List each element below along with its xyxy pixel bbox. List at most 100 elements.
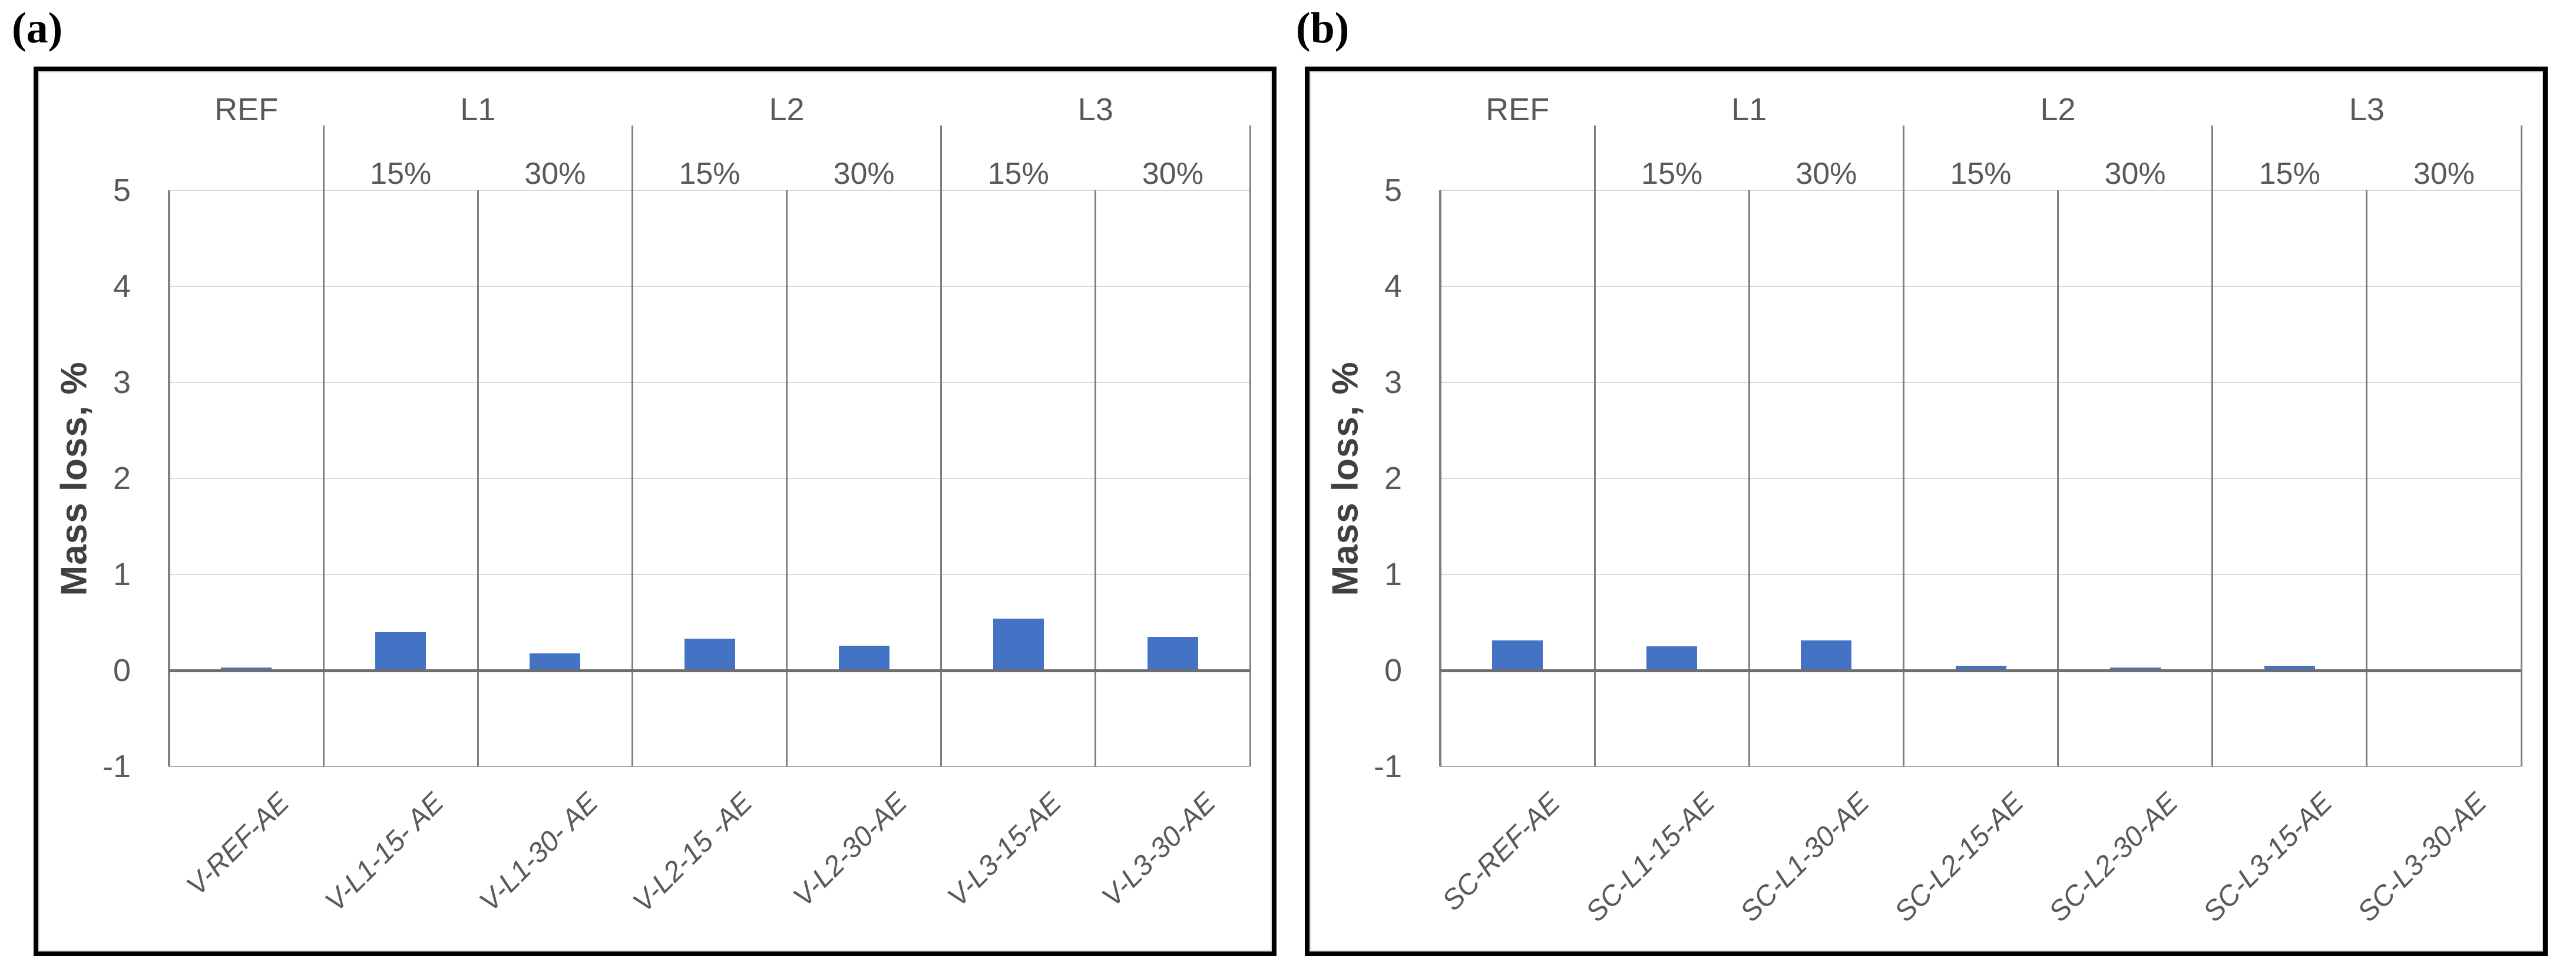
bar xyxy=(2264,666,2315,670)
y-axis-title: Mass loss, % xyxy=(54,361,95,596)
group-divider xyxy=(1902,125,1904,767)
y-tick-label: 0 xyxy=(113,653,131,688)
subgroup-percent-label: 15% xyxy=(1950,157,2012,191)
gridline xyxy=(1440,286,2521,287)
x-category-label: SC-REF-AE xyxy=(1436,787,1567,917)
x-category-label: SC-L1-15-AE xyxy=(1580,787,1721,929)
x-category-label: SC-L2-15-AE xyxy=(1889,787,2030,929)
subgroup-percent-label: 15% xyxy=(2258,157,2320,191)
group-header-label: L3 xyxy=(1077,92,1113,127)
subgroup-percent-label: 30% xyxy=(1795,157,1857,191)
bar xyxy=(993,619,1044,670)
gridline xyxy=(1440,190,2521,191)
y-tick-label: 4 xyxy=(1384,269,1402,304)
y-tick-label: -1 xyxy=(102,749,131,784)
y-axis-line xyxy=(168,190,170,767)
group-header-label: L2 xyxy=(769,92,805,127)
y-tick-label: 3 xyxy=(113,365,131,400)
gridline xyxy=(1440,382,2521,383)
bar xyxy=(2110,668,2161,670)
gridline xyxy=(1440,766,2521,767)
y-tick-label: 5 xyxy=(1384,173,1402,208)
column-separator xyxy=(2057,190,2059,767)
x-category-label: V-L2-30-AE xyxy=(787,787,913,913)
zero-line xyxy=(169,669,1250,672)
group-header-label: L2 xyxy=(2040,92,2076,127)
gridline xyxy=(169,766,1250,767)
x-category-label: SC-L3-15-AE xyxy=(2197,787,2339,929)
gridline xyxy=(169,190,1250,191)
x-category-label: V-L2-15 -AE xyxy=(627,787,759,919)
panel-b-chart: 5 4 3 2 1 0 -1 REF L1 L2 L3 15% 30% 15% 30% 15% 30% Mass … xyxy=(1305,67,2548,956)
x-category-label: SC-L1-30-AE xyxy=(1734,787,1876,929)
zero-line xyxy=(1440,669,2521,672)
y-tick-label: 4 xyxy=(113,269,131,304)
y-tick-label: 1 xyxy=(113,557,131,592)
column-separator xyxy=(1748,190,1750,767)
bar xyxy=(375,632,426,670)
x-category-label: V-L1-15- AE xyxy=(319,787,450,918)
gridline xyxy=(1440,478,2521,479)
group-divider xyxy=(322,125,325,767)
y-tick-label: 5 xyxy=(113,173,131,208)
group-header-label: REF xyxy=(1486,92,1550,127)
y-axis-title: Mass loss, % xyxy=(1325,361,1366,596)
y-axis-title-wrap: Mass loss, % xyxy=(48,190,101,767)
subgroup-percent-label: 30% xyxy=(524,157,586,191)
y-tick-label: 1 xyxy=(1384,557,1402,592)
group-divider xyxy=(1249,125,1251,767)
gridline xyxy=(169,382,1250,383)
y-axis-title-wrap: Mass loss, % xyxy=(1319,190,1372,767)
bar xyxy=(1801,640,1851,670)
x-category-label: V-L3-30-AE xyxy=(1096,787,1222,913)
bar xyxy=(221,668,272,670)
group-divider xyxy=(2520,125,2522,767)
group-header-label: L1 xyxy=(460,92,496,127)
y-tick-label: 0 xyxy=(1384,653,1402,688)
y-tick-label: 2 xyxy=(1384,461,1402,496)
y-tick-label: 2 xyxy=(113,461,131,496)
bar xyxy=(1492,640,1543,670)
gridline xyxy=(169,286,1250,287)
subgroup-percent-label: 15% xyxy=(370,157,432,191)
bar xyxy=(1148,637,1198,670)
bar xyxy=(839,646,889,670)
column-separator xyxy=(786,190,788,767)
group-header-label: L1 xyxy=(1731,92,1767,127)
group-divider xyxy=(2211,125,2214,767)
x-category-label: V-L1-30- AE xyxy=(473,787,604,918)
bar xyxy=(530,653,580,670)
y-axis-line xyxy=(1439,190,1441,767)
subgroup-percent-label: 15% xyxy=(679,157,740,191)
panel-b-label: (b) xyxy=(1296,4,1350,52)
gridline xyxy=(169,574,1250,575)
group-divider xyxy=(940,125,943,767)
panel-a-chart: 5 4 3 2 1 0 -1 REF L1 L2 L3 15% 30% 15% 30% 15% 30% Mass … xyxy=(34,67,1277,956)
panel-a-label: (a) xyxy=(12,4,63,52)
column-separator xyxy=(2366,190,2368,767)
x-category-label: SC-L3-30-AE xyxy=(2352,787,2494,929)
x-category-label: V-L3-15-AE xyxy=(941,787,1067,913)
subgroup-percent-label: 30% xyxy=(2104,157,2166,191)
subgroup-percent-label: 30% xyxy=(2413,157,2475,191)
subgroup-percent-label: 30% xyxy=(1142,157,1203,191)
column-separator xyxy=(477,190,479,767)
gridline xyxy=(1440,574,2521,575)
chart-plot-region-a: 5 4 3 2 1 0 -1 REF L1 L2 L3 15% 30% 15% 30% 15% 30% Mass … xyxy=(38,71,1272,952)
bar xyxy=(684,639,735,670)
group-divider xyxy=(631,125,633,767)
subgroup-percent-label: 15% xyxy=(987,157,1049,191)
bar xyxy=(1646,646,1697,670)
gridline xyxy=(169,478,1250,479)
y-tick-label: 3 xyxy=(1384,365,1402,400)
group-header-label: REF xyxy=(214,92,279,127)
chart-plot-region-b: 5 4 3 2 1 0 -1 REF L1 L2 L3 15% 30% 15% 30% 15% 30% Mass … xyxy=(1310,71,2543,952)
bar xyxy=(1956,666,2006,670)
subgroup-percent-label: 30% xyxy=(833,157,895,191)
x-category-label: SC-L2-30-AE xyxy=(2043,787,2184,929)
subgroup-percent-label: 15% xyxy=(1641,157,1703,191)
column-separator xyxy=(1094,190,1097,767)
y-tick-label: -1 xyxy=(1373,749,1402,784)
x-category-label: V-REF-AE xyxy=(180,787,296,902)
group-divider xyxy=(1593,125,1596,767)
